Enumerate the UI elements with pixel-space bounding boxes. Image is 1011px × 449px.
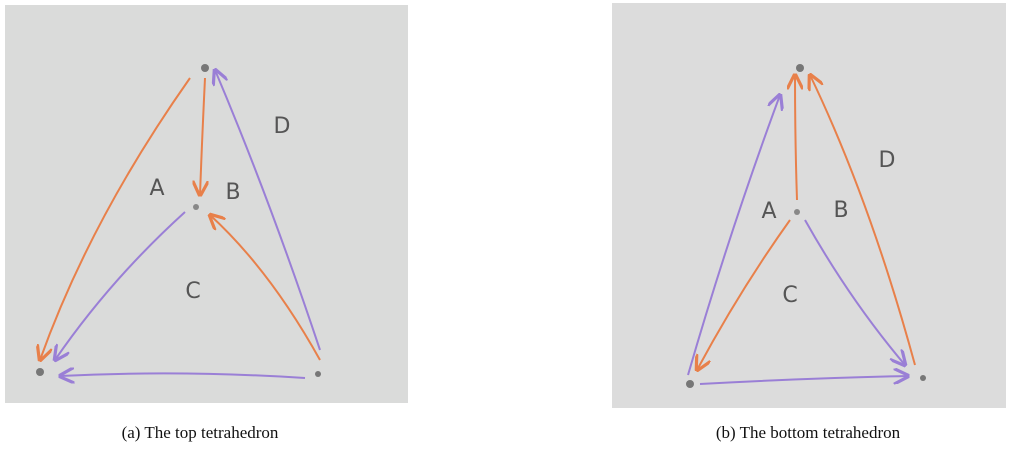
label-b: B [833, 198, 848, 223]
caption-b: (b) The bottom tetrahedron [716, 423, 901, 442]
photo-b: A B C D [612, 3, 1006, 408]
label-b: B [225, 180, 240, 205]
label-d: D [879, 148, 896, 173]
label-a: A [761, 199, 776, 224]
caption-a: (a) The top tetrahedron [122, 423, 279, 442]
figure: A B C D (a) The top tetrahedron A B C D … [0, 0, 1011, 449]
label-c: C [185, 279, 200, 304]
label-d: D [274, 114, 291, 139]
label-a: A [149, 176, 164, 201]
photo-a: A B C D [5, 5, 408, 403]
label-c: C [782, 283, 797, 308]
